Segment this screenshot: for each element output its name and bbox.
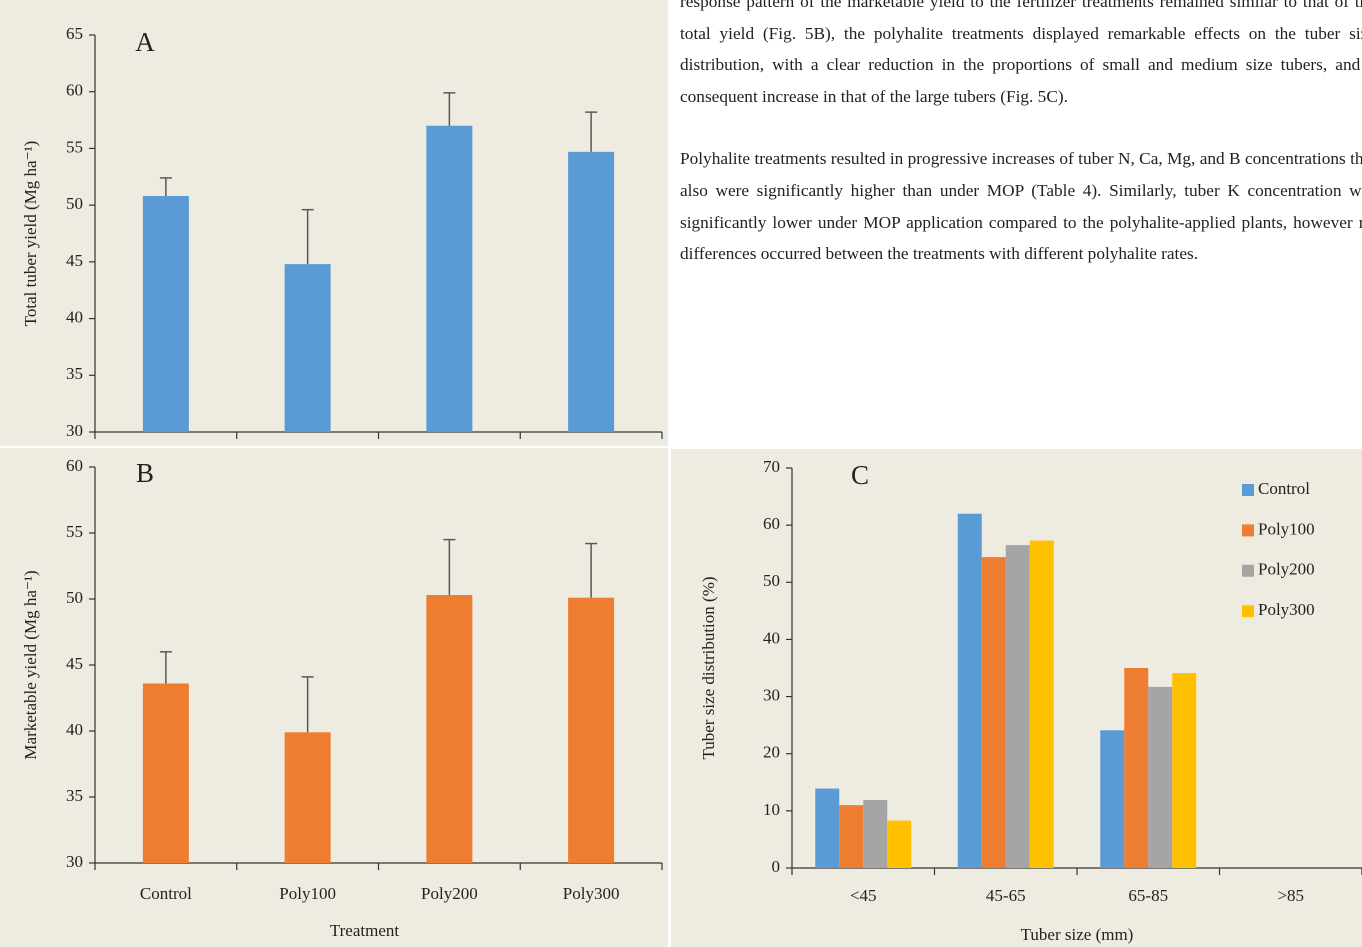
error-bar: [301, 208, 314, 265]
x-axis-title: Treatment: [330, 921, 400, 940]
bar: [1148, 686, 1173, 868]
bar: [957, 513, 982, 868]
legend-label: Poly300: [1258, 600, 1315, 619]
bar: [1005, 545, 1030, 868]
text-column: response pattern of the marketable yield…: [680, 0, 1362, 436]
bar: [981, 557, 1006, 868]
y-tick-label: 35: [66, 364, 83, 383]
legend-swatch: [1242, 484, 1254, 496]
legend-swatch: [1242, 524, 1254, 537]
legend-label: Control: [1258, 479, 1310, 498]
bar: [1124, 668, 1149, 868]
panel-label: C: [851, 460, 869, 490]
y-axis-title: Marketable yield (Mg ha⁻¹): [21, 570, 40, 759]
legend-swatch: [1242, 564, 1254, 577]
x-tick-label: 65-85: [1128, 886, 1168, 905]
bar: [568, 597, 615, 863]
y-axis-title: Total tuber yield (Mg ha⁻¹): [21, 141, 40, 327]
y-tick-label: 45: [66, 251, 83, 270]
y-tick-label: 10: [763, 800, 780, 819]
y-tick-label: 60: [66, 456, 83, 475]
error-bar: [443, 538, 456, 596]
x-tick-label: >85: [1277, 886, 1304, 905]
y-tick-label: 50: [66, 588, 83, 607]
error-bar: [159, 177, 172, 197]
y-tick-label: 0: [772, 857, 781, 876]
legend-swatch: [1242, 605, 1254, 618]
y-tick-label: 50: [66, 194, 83, 213]
y-tick-label: 60: [66, 81, 83, 100]
y-tick-label: 60: [763, 514, 780, 533]
panel-label: A: [135, 27, 155, 57]
bar: [568, 151, 615, 432]
bar: [1100, 730, 1125, 868]
x-tick-label: Control: [140, 884, 192, 903]
y-tick-label: 20: [763, 743, 780, 762]
bar: [426, 125, 473, 432]
panel-label: B: [136, 458, 154, 488]
y-axis-title: Tuber size distribution (%): [699, 576, 718, 759]
error-bar: [585, 542, 598, 598]
y-tick-label: 70: [763, 457, 780, 476]
legend-label: Poly100: [1258, 519, 1315, 538]
bar: [1029, 540, 1054, 868]
x-tick-label: 45-65: [986, 886, 1026, 905]
bar: [815, 788, 840, 868]
error-bar: [159, 651, 172, 684]
x-tick-label: Poly100: [279, 884, 336, 903]
panel-a-background: [0, 0, 668, 446]
y-tick-label: 30: [763, 685, 780, 704]
y-tick-label: 55: [66, 522, 83, 541]
x-tick-label: Poly200: [421, 884, 478, 903]
x-tick-label: Poly300: [563, 884, 620, 903]
error-bar: [301, 676, 314, 733]
bar: [142, 683, 189, 863]
legend-label: Poly200: [1258, 560, 1315, 579]
paragraph: Polyhalite treatments resulted in progre…: [680, 149, 1362, 264]
bar: [1172, 673, 1197, 868]
x-axis-title: Tuber size (mm): [1021, 925, 1134, 944]
x-tick-label: <45: [850, 886, 877, 905]
bar: [284, 732, 331, 863]
y-tick-label: 45: [66, 654, 83, 673]
y-tick-label: 35: [66, 786, 83, 805]
y-tick-label: 30: [66, 421, 83, 440]
bar: [863, 800, 888, 868]
bar: [887, 820, 912, 868]
y-tick-label: 40: [66, 720, 83, 739]
panel-b-background: [0, 448, 668, 947]
y-tick-label: 55: [66, 137, 83, 156]
text-body: response pattern of the marketable yield…: [680, 0, 1362, 270]
error-bar: [585, 111, 598, 152]
error-bar: [443, 92, 456, 126]
y-tick-label: 30: [66, 852, 83, 871]
y-tick-label: 40: [66, 307, 83, 326]
bar: [284, 264, 331, 432]
y-tick-label: 40: [763, 628, 780, 647]
bar: [839, 805, 864, 868]
paragraph: response pattern of the marketable yield…: [680, 0, 1362, 106]
y-tick-label: 50: [763, 571, 780, 590]
y-tick-label: 65: [66, 24, 83, 43]
bar: [426, 595, 473, 863]
bar: [142, 196, 189, 432]
